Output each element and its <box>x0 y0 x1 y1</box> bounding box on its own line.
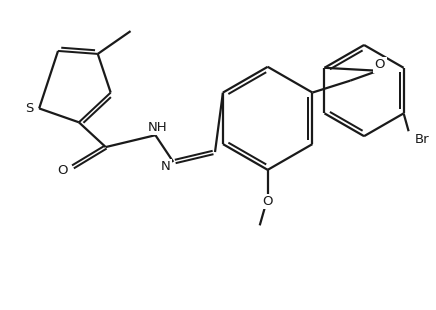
Text: O: O <box>58 164 68 177</box>
Text: S: S <box>25 102 33 115</box>
Text: O: O <box>375 58 385 71</box>
Text: NH: NH <box>147 121 167 134</box>
Text: Br: Br <box>415 133 429 146</box>
Text: N: N <box>160 160 170 173</box>
Text: O: O <box>262 195 273 208</box>
